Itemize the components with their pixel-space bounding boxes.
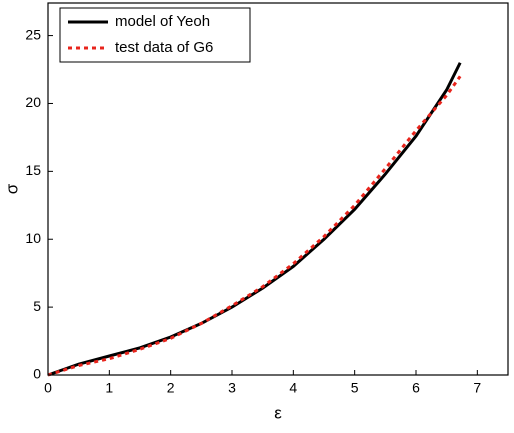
legend-box (59, 7, 251, 63)
y-tick-label: 0 (33, 366, 41, 382)
plot-frame (47, 2, 509, 376)
y-tick-label: 10 (25, 230, 41, 246)
legend-label: test data of G6 (115, 39, 213, 56)
series-line (47, 62, 462, 377)
x-tick-label: 1 (105, 380, 113, 396)
y-tick-label: 20 (25, 94, 41, 110)
x-tick-label: 2 (167, 380, 175, 396)
y-tick-label: 5 (33, 298, 41, 314)
x-tick-label: 7 (473, 380, 481, 396)
x-tick-label: 0 (44, 380, 52, 396)
x-axis-label: ε (274, 403, 282, 422)
x-tick-label: 5 (351, 380, 359, 396)
y-tick-label: 25 (25, 26, 41, 42)
legend-label: model of Yeoh (115, 13, 210, 30)
x-tick-label: 3 (228, 380, 236, 396)
series-line (47, 75, 462, 377)
y-axis-label: σ (2, 183, 21, 194)
x-tick-label: 4 (289, 380, 297, 396)
x-tick-label: 6 (412, 380, 420, 396)
y-tick-label: 15 (25, 162, 41, 178)
